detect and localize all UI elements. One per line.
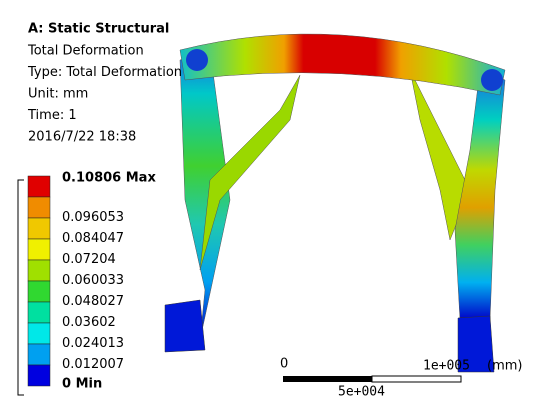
title: A: Static Structural <box>28 22 169 37</box>
header: A: Static Structural Total Deformation Ty… <box>27 22 182 145</box>
header-line: Time: 1 <box>27 108 77 123</box>
legend-label: 0.060033 <box>62 273 124 288</box>
scale-mid: 5e+004 <box>338 385 385 400</box>
header-line: Total Deformation <box>27 44 144 59</box>
scale-unit: (mm) <box>487 359 522 374</box>
legend-swatch <box>28 365 50 386</box>
legend-swatch <box>28 239 50 260</box>
legend-label: 0.03602 <box>62 315 116 330</box>
header-line: 2016/7/22 18:38 <box>28 130 136 145</box>
legend-swatch <box>28 197 50 218</box>
left-pin <box>186 49 208 71</box>
legend-label: 0.096053 <box>62 210 124 225</box>
scale-bar-light <box>372 376 461 382</box>
legend-bracket <box>18 180 24 395</box>
legend-label: 0.10806 Max <box>62 171 156 186</box>
legend-swatch <box>28 218 50 239</box>
model <box>165 34 505 372</box>
right-leg <box>455 70 505 320</box>
left-foot <box>165 300 205 352</box>
legend-label: 0.012007 <box>62 357 124 372</box>
scale-bar: 0 1e+005 (mm) 5e+004 <box>280 357 522 400</box>
scale-end: 1e+005 <box>423 359 470 374</box>
arch <box>180 34 505 95</box>
legend-label: 0.084047 <box>62 231 124 246</box>
legend-swatch <box>28 344 50 365</box>
legend-label: 0.024013 <box>62 336 124 351</box>
legend-swatch <box>28 281 50 302</box>
scale-bar-dark <box>283 376 372 382</box>
legend-label: 0.07204 <box>62 252 116 267</box>
right-pin <box>481 69 503 91</box>
legend-swatch <box>28 260 50 281</box>
legend: 0.10806 Max 0.096053 0.084047 0.07204 0.0600… <box>18 171 156 396</box>
legend-swatch <box>28 323 50 344</box>
legend-label: 0.048027 <box>62 294 124 309</box>
header-line: Unit: mm <box>28 87 88 102</box>
legend-swatch <box>28 176 50 197</box>
scale-start: 0 <box>280 357 288 372</box>
viewport: A: Static Structural Total Deformation Ty… <box>0 0 534 403</box>
header-line: Type: Total Deformation <box>27 65 182 80</box>
legend-swatch <box>28 302 50 323</box>
legend-label: 0 Min <box>62 377 102 392</box>
